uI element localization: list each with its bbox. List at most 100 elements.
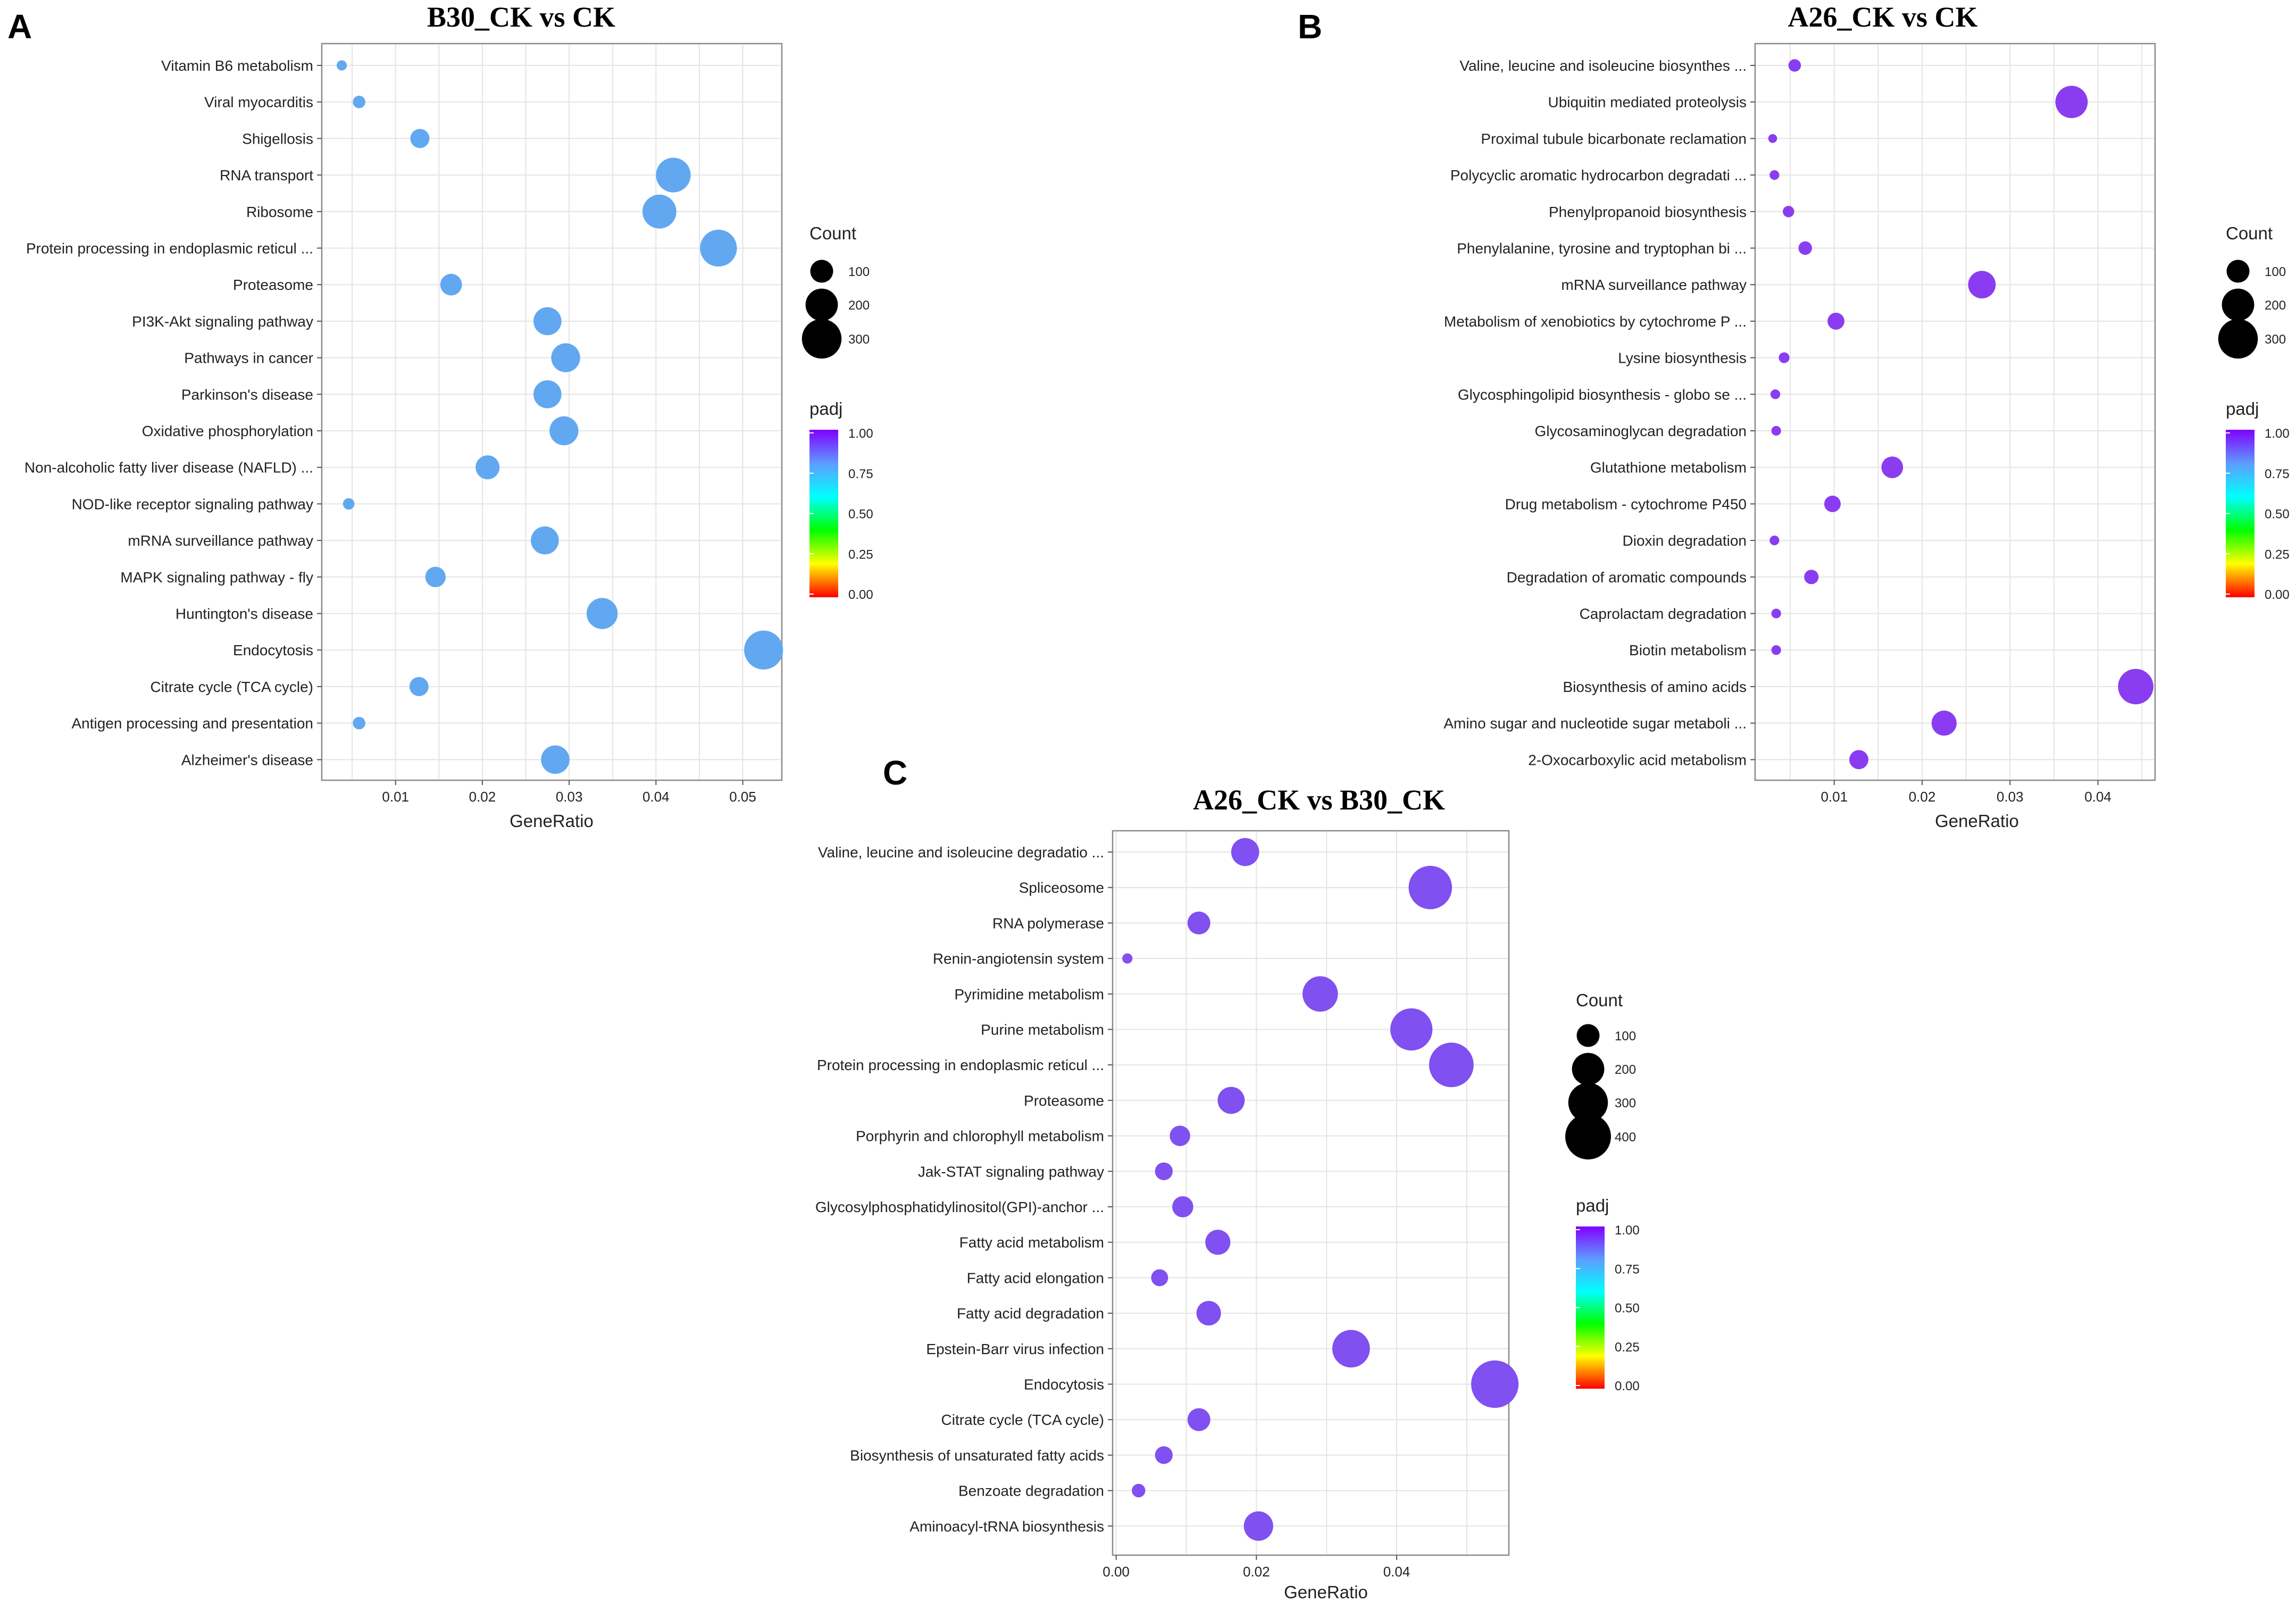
chart-a-colorbar-label: 0.00 [848, 588, 873, 602]
chart-a-colorbar [809, 430, 838, 597]
chart-c-x-tick-label: 0.00 [1103, 1564, 1130, 1580]
chart-a-category-labels: Vitamin B6 metabolism Viral myocarditis Sh… [24, 57, 322, 768]
chart-c-category-label: Spliceosome [1019, 880, 1104, 896]
chart-a-category-label: Proteasome [233, 277, 313, 293]
chart-b-category-label: Biosynthesis of amino acids [1563, 679, 1747, 695]
chart-b-category-label: Proximal tubule bicarbonate reclamation [1481, 130, 1747, 147]
chart-a-point [440, 273, 462, 296]
chart-c-point [1196, 1301, 1221, 1326]
chart-a-category-label: Ribosome [246, 204, 313, 220]
chart-b-point [1769, 535, 1780, 546]
chart-c-category-label: Glycosylphosphatidylinositol(GPI)-anchor… [815, 1199, 1104, 1215]
chart-c-point [1122, 953, 1133, 964]
chart-b-point [1771, 608, 1781, 619]
chart-c-category-label: Pyrimidine metabolism [954, 986, 1104, 1003]
chart-a-x-tick-label: 0.03 [556, 789, 583, 805]
chart-c-legend-size-dot [1572, 1053, 1605, 1086]
chart-b-point [1771, 645, 1781, 655]
chart-a-category-label: PI3K-Akt signaling pathway [132, 313, 313, 330]
chart-c-legend-size-label: 400 [1615, 1130, 1636, 1145]
chart-a-legend-size-label: 100 [848, 265, 870, 279]
chart-b-point [1804, 570, 1819, 585]
chart-c-point [1471, 1360, 1519, 1408]
chart-b-legend: Count padj 100 200 300 1.00 0.75 0.50 0.25 0.00 [2218, 223, 2290, 602]
chart-b-point [1783, 206, 1794, 218]
chart-c-point [1132, 1483, 1146, 1498]
chart-b-points [1768, 59, 2153, 770]
chart-a: B30_CK vs CK Vitamin B6 metabolism Viral … [24, 1, 873, 831]
chart-a-category-label: Huntington's disease [176, 606, 313, 622]
chart-b-category-label: Ubiquitin mediated proteolysis [1548, 94, 1747, 111]
chart-b-category-label: Amino sugar and nucleotide sugar metabol… [1443, 715, 1747, 732]
chart-b-category-label: Valine, leucine and isoleucine biosynthe… [1459, 57, 1747, 74]
chart-b-point [2055, 86, 2088, 119]
chart-b-colorbar-label: 0.75 [2265, 467, 2290, 481]
chart-c-point [1172, 1196, 1193, 1217]
chart-a-point [343, 498, 355, 510]
chart-b-category-label: Phenylalanine, tyrosine and tryptophan b… [1457, 240, 1747, 257]
chart-a-category-label: Parkinson's disease [181, 386, 313, 403]
chart-a-x-tick-label: 0.04 [642, 789, 670, 805]
chart-b-point [1824, 495, 1841, 512]
chart-a-point [642, 194, 677, 229]
chart-a-category-label: Oxidative phosphorylation [142, 423, 313, 439]
chart-b-point [1788, 59, 1801, 72]
chart-c-colorbar-label: 0.75 [1615, 1262, 1640, 1276]
chart-c-legend-size-dot [1565, 1114, 1611, 1159]
chart-c-legend: Count padj 100 200 300 400 1.00 0.75 0.50 0.25 0… [1565, 990, 1640, 1393]
chart-b-point [1881, 456, 1903, 479]
chart-a-point [425, 566, 446, 588]
chart-c-category-label: Porphyrin and chlorophyll metabolism [856, 1128, 1104, 1145]
chart-b-category-label: 2-Oxocarboxylic acid metabolism [1528, 752, 1747, 768]
chart-b-category-label: Glutathione metabolism [1590, 460, 1747, 476]
chart-a-category-label: Protein processing in endoplasmic reticu… [26, 240, 313, 257]
chart-c-x-ticks: 0.00 0.02 0.04 [1103, 1555, 1410, 1580]
chart-c-colorbar-label: 0.50 [1615, 1301, 1640, 1316]
chart-a-x-tick-label: 0.01 [382, 789, 409, 805]
chart-c-category-label: Fatty acid metabolism [959, 1234, 1104, 1251]
chart-c-legend-size-label: 300 [1615, 1096, 1636, 1111]
chart-c: A26_CK vs B30_CK Valine, leucine and iso… [815, 784, 1640, 1602]
chart-b-colorbar-label: 1.00 [2265, 427, 2290, 441]
chart-c-x-tick-label: 0.04 [1383, 1564, 1410, 1580]
chart-a-point [549, 416, 579, 446]
chart-c-category-label: Biosynthesis of unsaturated fatty acids [850, 1447, 1104, 1464]
chart-a-point [336, 60, 347, 71]
chart-c-x-tick-label: 0.02 [1243, 1564, 1270, 1580]
chart-c-legend-color-title: padj [1576, 1196, 1609, 1215]
chart-b-colorbar [2226, 430, 2255, 597]
chart-a-plot-area [321, 43, 783, 781]
chart-a-x-axis-title: GeneRatio [510, 811, 594, 831]
chart-b-legend-size-label: 300 [2265, 332, 2286, 347]
chart-b-plot-area [1754, 43, 2156, 781]
chart-a-point [656, 157, 691, 193]
chart-b-category-label: Drug metabolism - cytochrome P450 [1505, 496, 1747, 512]
chart-b-category-label: mRNA surveillance pathway [1561, 277, 1747, 293]
chart-c-category-label: Aminoacyl-tRNA biosynthesis [909, 1518, 1104, 1534]
chart-c-category-label: Endocytosis [1024, 1376, 1104, 1393]
chart-b-legend-size-title: Count [2226, 223, 2273, 243]
chart-c-category-label: Citrate cycle (TCA cycle) [941, 1412, 1105, 1428]
chart-c-point [1187, 911, 1210, 934]
chart-b-point [1827, 312, 1844, 330]
chart-c-point [1155, 1162, 1173, 1180]
chart-b-legend-size-dot [2226, 260, 2250, 283]
chart-c-point [1187, 1408, 1210, 1431]
chart-c-point [1151, 1269, 1168, 1287]
chart-c-plot-area [1112, 830, 1510, 1556]
chart-c-point [1155, 1446, 1173, 1464]
chart-a-colorbar-label: 0.25 [848, 547, 873, 562]
chart-a-category-label: Citrate cycle (TCA cycle) [151, 679, 314, 695]
chart-c-legend-size-title: Count [1576, 990, 1623, 1010]
chart-a-category-label: MAPK signaling pathway - fly [120, 569, 313, 586]
chart-a-x-tick-label: 0.05 [729, 789, 756, 805]
chart-b-point [1798, 241, 1812, 255]
chart-c-point [1205, 1230, 1231, 1255]
chart-a-point [551, 343, 580, 372]
chart-b-point [1779, 352, 1790, 363]
chart-b-legend-size-dot [2222, 288, 2255, 321]
chart-c-colorbar-label: 1.00 [1615, 1223, 1640, 1238]
chart-b-category-label: Lysine biosynthesis [1618, 350, 1747, 366]
chart-a-legend-size-label: 200 [848, 298, 870, 313]
chart-a-legend-size-dot [810, 260, 833, 283]
